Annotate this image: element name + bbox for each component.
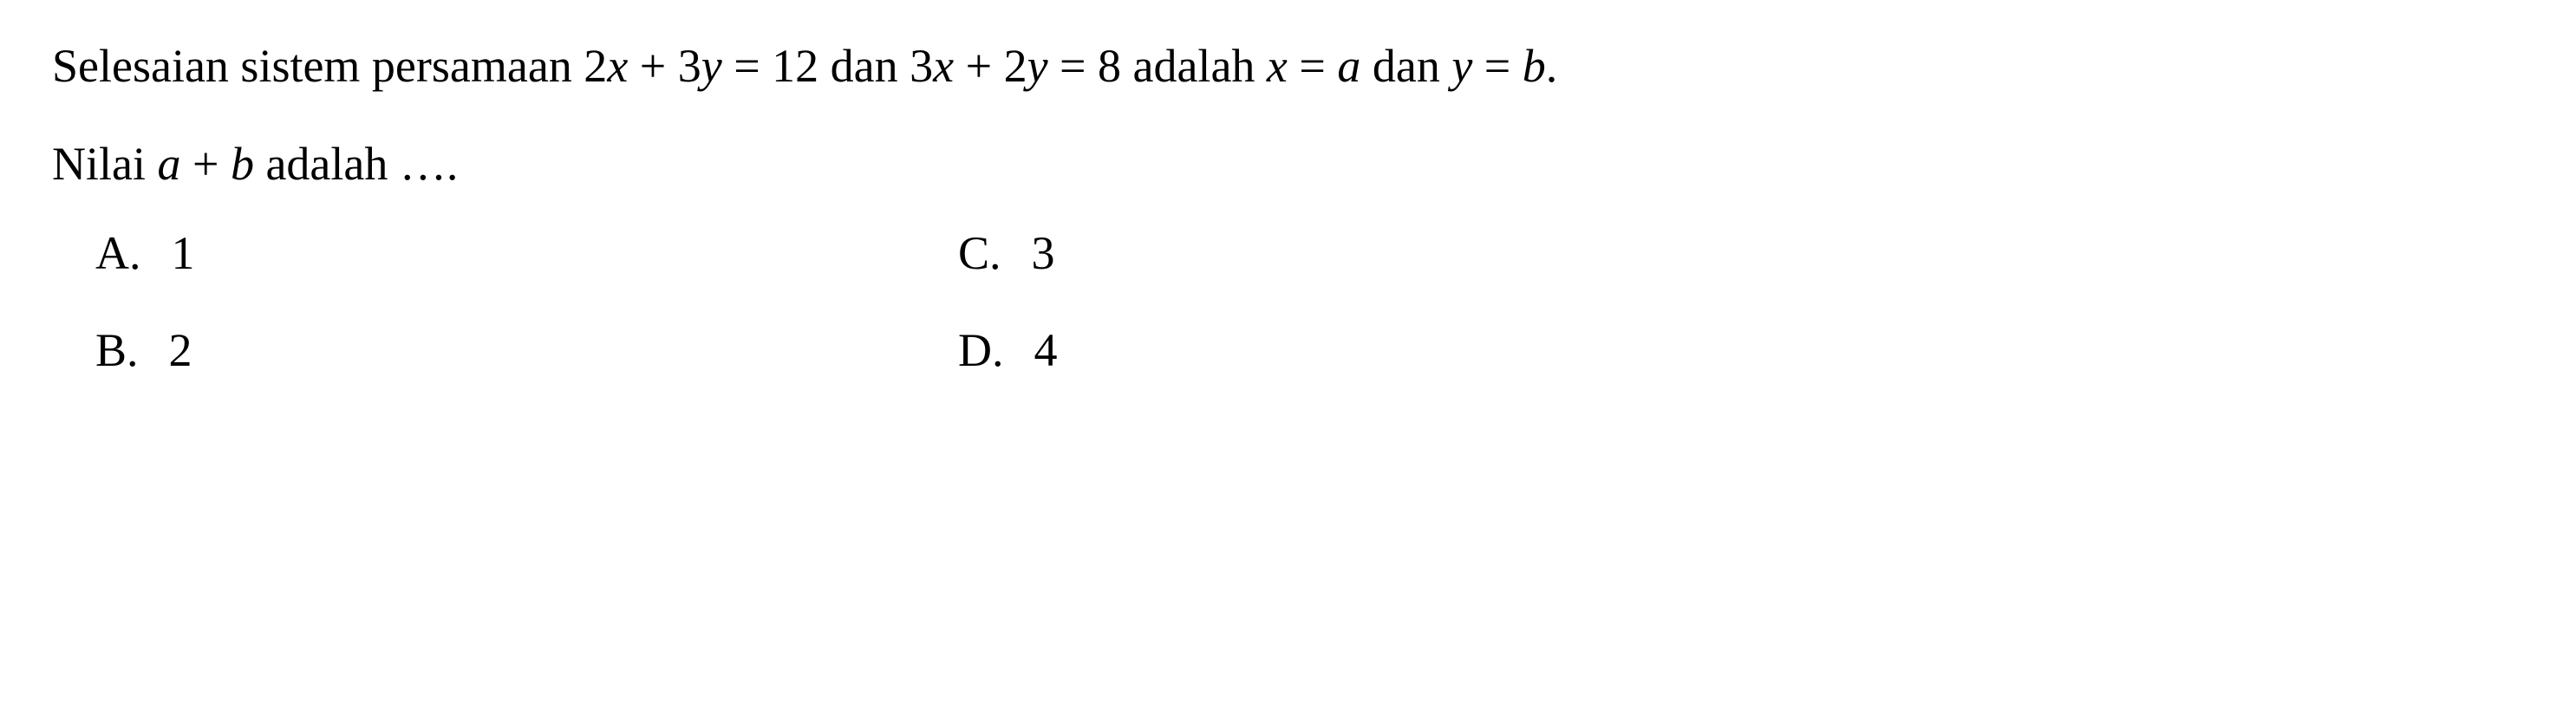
prompt-part: + [180,138,230,190]
option-a: A. 1 [95,226,923,280]
prompt-text: Nilai a + b adalah …. [52,133,2524,196]
option-value: 2 [169,323,192,377]
question-part: dan [1360,40,1451,92]
question-part: + 2 [954,40,1027,92]
option-value: 3 [1032,226,1055,280]
prompt-part: Nilai [52,138,157,190]
variable-x: x [1267,40,1288,92]
question-part: . [1546,40,1558,92]
option-value: 1 [172,226,195,280]
question-part: = [1288,40,1337,92]
question-part: Selesaian sistem persamaan 2 [52,40,607,92]
variable-y: y [1451,40,1472,92]
variable-b: b [1523,40,1546,92]
prompt-part: adalah …. [254,138,458,190]
question-part: + 3 [628,40,701,92]
option-b: B. 2 [95,323,923,377]
variable-x: x [607,40,628,92]
options-container: A. 1 C. 3 B. 2 D. 4 [52,226,1786,377]
variable-a: a [157,138,180,190]
option-letter: C. [958,226,1001,280]
option-d: D. 4 [958,323,1786,377]
question-part: = 12 dan 3 [722,40,933,92]
question-part: = [1472,40,1522,92]
variable-y: y [701,40,722,92]
option-c: C. 3 [958,226,1786,280]
variable-y: y [1027,40,1048,92]
question-part: = 8 adalah [1048,40,1267,92]
option-value: 4 [1034,323,1058,377]
question-text: Selesaian sistem persamaan 2x + 3y = 12 … [52,35,2524,98]
variable-x: x [933,40,954,92]
variable-b: b [231,138,254,190]
variable-a: a [1337,40,1360,92]
option-letter: A. [95,226,141,280]
option-letter: B. [95,323,139,377]
option-letter: D. [958,323,1004,377]
